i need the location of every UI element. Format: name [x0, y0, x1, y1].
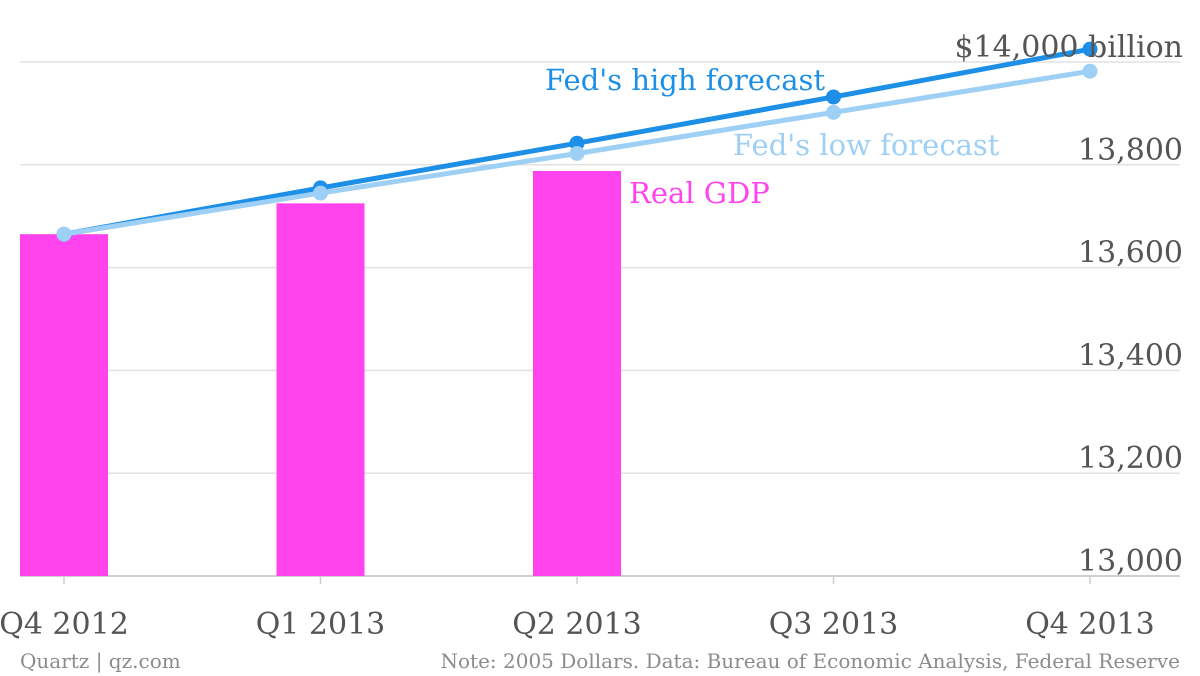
x-axis-ticks: Q4 2012 Q1 2013 Q2 2013 Q3 2013 Q4 2013 — [0, 576, 1155, 642]
bars — [20, 170, 621, 576]
y-tick-label: $14,000 billion — [954, 30, 1183, 65]
bar-real-gdp — [533, 170, 621, 576]
bar-real-gdp — [276, 203, 365, 576]
label-low-forecast: Fed's low forecast — [733, 128, 1000, 162]
y-tick-label: 13,600 — [1078, 236, 1183, 271]
point-low-forecast — [56, 226, 72, 242]
point-low-forecast — [1082, 63, 1098, 79]
footer-source: Quartz | qz.com — [20, 649, 181, 674]
y-axis-ticks: 13,000 13,200 13,400 13,600 13,800 $14,000 bi… — [954, 30, 1183, 579]
point-low-forecast — [313, 185, 328, 201]
y-tick-label: 13,400 — [1078, 338, 1183, 373]
label-real-gdp: Real GDP — [629, 176, 770, 210]
series-labels: Fed's high forecast Fed's low forecast Rea… — [545, 63, 1000, 210]
footer-note: Note: 2005 Dollars. Data: Bureau of Econ… — [440, 649, 1180, 673]
point-high-forecast — [569, 135, 585, 151]
x-tick-label: Q4 2012 — [0, 607, 129, 642]
point-high-forecast — [826, 89, 841, 105]
forecast-lines — [56, 41, 1098, 242]
x-tick-label: Q2 2013 — [512, 607, 642, 642]
y-tick-label: 13,800 — [1078, 133, 1183, 168]
bar-real-gdp — [20, 234, 108, 576]
x-tick-label: Q1 2013 — [256, 607, 386, 642]
x-tick-label: Q4 2013 — [1025, 607, 1155, 642]
label-high-forecast: Fed's high forecast — [545, 63, 825, 97]
y-tick-label: 13,200 — [1078, 441, 1183, 476]
x-tick-label: Q3 2013 — [769, 607, 899, 642]
y-tick-label: 13,000 — [1078, 544, 1183, 579]
point-high-forecast — [1082, 41, 1098, 57]
point-low-forecast — [826, 104, 841, 120]
point-low-forecast — [569, 145, 585, 161]
